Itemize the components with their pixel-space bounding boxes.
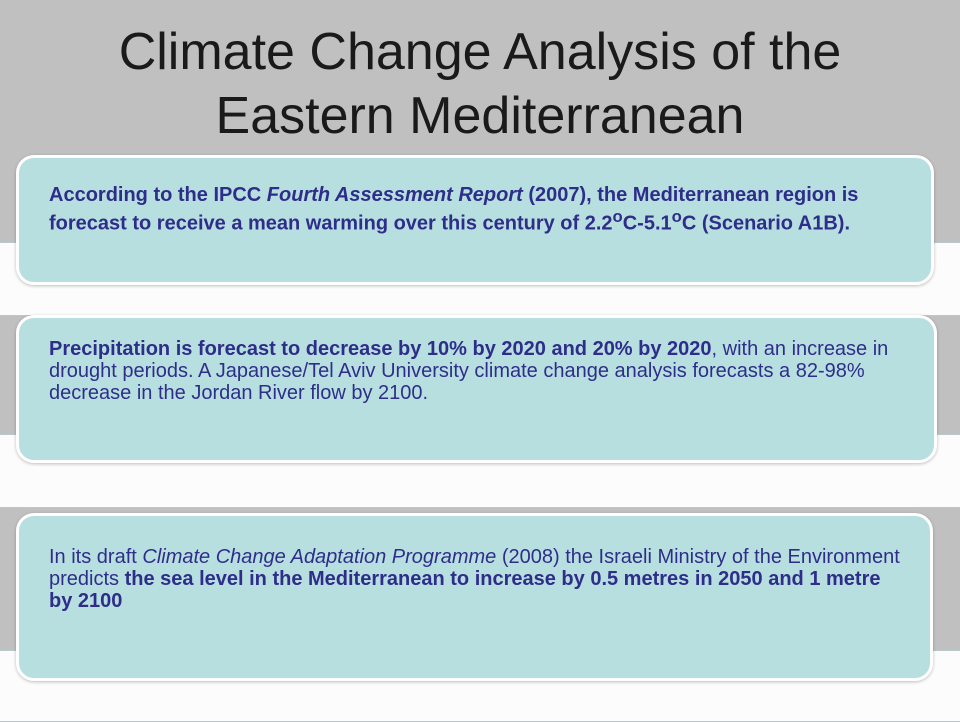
- card-1-text-part-4: C (Scenario A1B).: [681, 212, 851, 235]
- card-1-degree-sup-1: o: [612, 207, 623, 226]
- card-ipcc-warming: According to the IPCC Fourth Assessment …: [16, 155, 934, 285]
- card-1-report-title: Fourth Assessment Report: [266, 184, 523, 206]
- slide-title: Climate Change Analysis of the Eastern M…: [0, 20, 960, 148]
- card-1-text-part-3: C-5.1: [622, 212, 672, 235]
- card-sea-level: In its draft Climate Change Adaptation P…: [16, 513, 933, 681]
- card-3-text-part-1: In its draft: [49, 546, 143, 568]
- card-1-degree-sup-2: o: [671, 207, 682, 226]
- card-3-programme-title: Climate Change Adaptation Programme: [142, 546, 497, 568]
- card-1-text-part-2: (2007), the Mediterranean region is fore…: [49, 184, 859, 235]
- card-2-text: Precipitation is forecast to decrease by…: [49, 338, 904, 404]
- slide-title-line-1: Climate Change Analysis of the: [118, 23, 842, 81]
- card-2-text-bold: Precipitation is forecast to decrease by…: [49, 338, 712, 360]
- card-3-text-bold: the sea level in the Mediterranean to in…: [49, 568, 881, 612]
- slide-title-line-2: Eastern Mediterranean: [215, 87, 745, 145]
- card-1-text-part-1: According to the IPCC: [49, 184, 267, 206]
- card-3-text-part-2: (2008) the Israeli Ministry of the Envir…: [49, 546, 900, 590]
- card-1-text: According to the IPCC Fourth Assessment …: [49, 184, 901, 235]
- card-precipitation: Precipitation is forecast to decrease by…: [16, 315, 937, 463]
- card-3-text: In its draft Climate Change Adaptation P…: [49, 546, 900, 612]
- card-2-text-part-2: , with an increase in drought periods. A…: [49, 338, 889, 404]
